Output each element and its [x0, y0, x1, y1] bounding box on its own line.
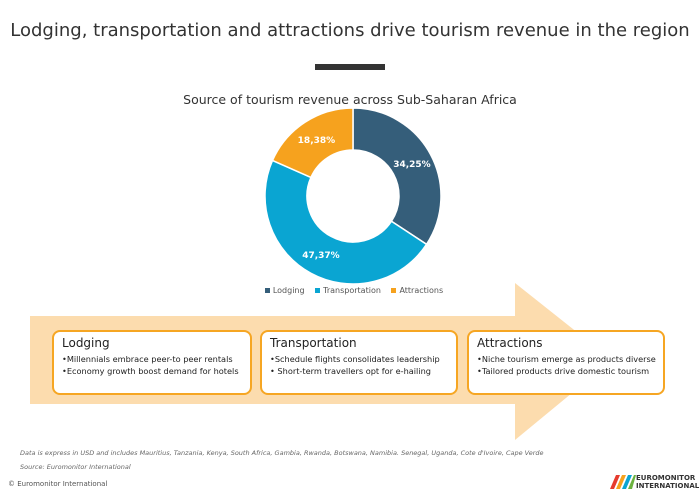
legend-swatch-lodging	[264, 288, 270, 293]
box-item: • Short-term travellers opt for e-hailin…	[270, 366, 431, 376]
transportation-box: Transportation •Schedule flights consoli…	[260, 330, 458, 395]
title-divider	[315, 64, 385, 70]
box-item: •Economy growth boost demand for hotels	[62, 366, 239, 376]
attractions-box: Attractions •Niche tourism emerge as pro…	[467, 330, 665, 395]
legend-swatch-attractions	[391, 288, 397, 293]
box-title: Transportation	[270, 336, 357, 350]
legend-attractions: Attractions	[399, 286, 444, 295]
legend: Lodging Transportation Attractions	[0, 286, 700, 295]
source-note: Source: Euromonitor International	[20, 463, 131, 471]
chart-title: Source of tourism revenue across Sub-Sah…	[183, 92, 517, 107]
euromonitor-logo: EUROMONITOR INTERNATIONAL	[610, 474, 699, 490]
slice-attractions	[271, 107, 354, 179]
slice-transportation	[264, 159, 428, 285]
legend-lodging: Lodging	[272, 286, 305, 295]
box-item: •Schedule flights consolidates leadershi…	[270, 354, 440, 364]
page-title: Lodging, transportation and attractions …	[10, 20, 690, 41]
data-label-transportation: 47,37%	[302, 251, 340, 261]
data-label-attractions: 18,38%	[298, 136, 336, 146]
data-label-lodging: 34,25%	[393, 160, 431, 170]
slice-lodging	[352, 107, 442, 246]
box-item: •Millennials embrace peer-to peer rental…	[62, 354, 233, 364]
copyright: © Euromonitor International	[8, 480, 108, 488]
box-item: •Tailored products drive domestic touris…	[477, 366, 650, 376]
logo-icon	[610, 475, 636, 489]
lodging-box: Lodging •Millennials embrace peer-to pee…	[52, 330, 252, 395]
footnote: Data is express in USD and includes Maur…	[20, 449, 544, 457]
legend-swatch-transportation	[315, 288, 321, 293]
legend-transportation: Transportation	[323, 286, 381, 295]
box-item: •Niche tourism emerge as products divers…	[477, 354, 656, 364]
box-title: Lodging	[62, 336, 110, 350]
box-title: Attractions	[477, 336, 543, 350]
